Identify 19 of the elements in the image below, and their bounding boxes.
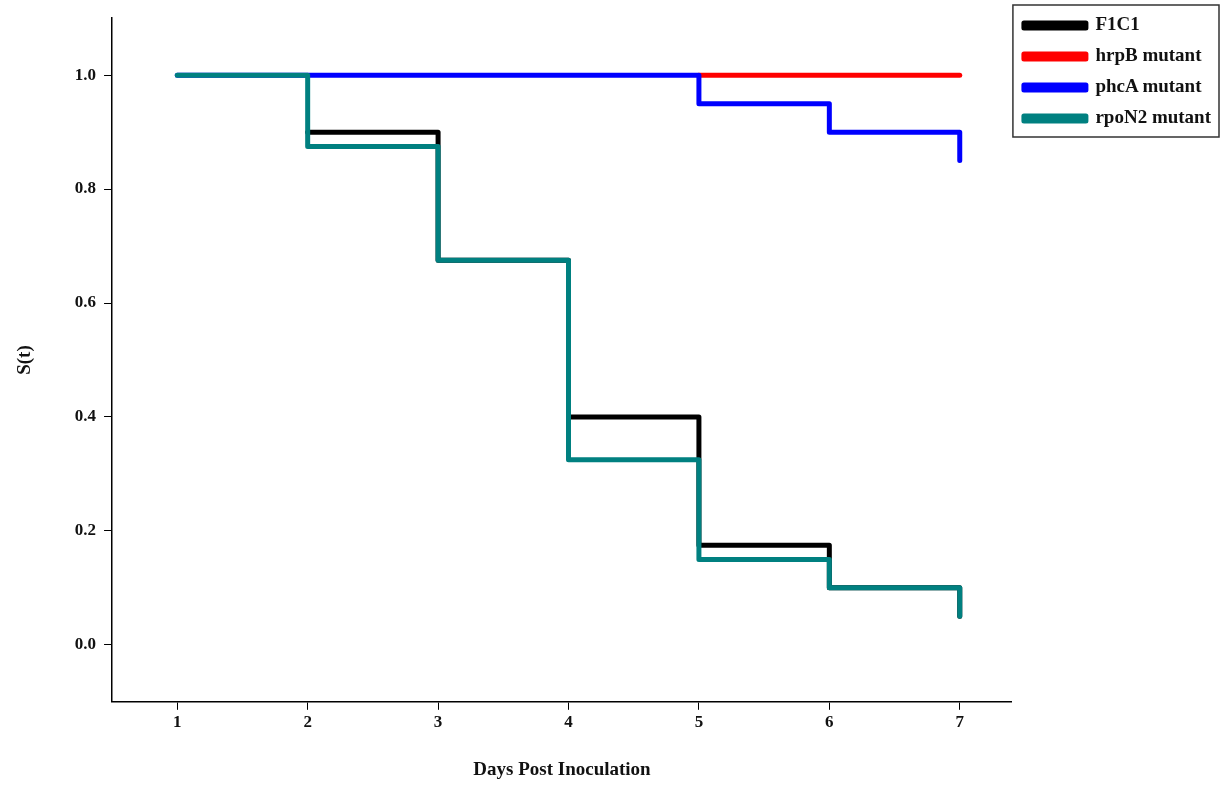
x-tick-label: 4 xyxy=(564,712,574,732)
x-tick-label: 3 xyxy=(433,712,443,732)
legend-label: rpoN2 mutant xyxy=(1095,106,1212,128)
legend-label: F1C1 xyxy=(1095,13,1140,35)
y-tick-label: 0.6 xyxy=(74,292,97,312)
y-tick-label: 0.4 xyxy=(74,406,97,426)
x-tick-label: 6 xyxy=(825,712,834,732)
legend-label: hrpB mutant xyxy=(1095,44,1203,66)
x-axis-title: Days Post Inoculation xyxy=(473,757,652,779)
x-tick-label: 7 xyxy=(955,712,965,732)
x-tick-label: 1 xyxy=(173,712,182,732)
y-tick-label: 0.0 xyxy=(74,634,97,654)
y-tick-label: 0.2 xyxy=(74,520,97,540)
x-tick-label: 5 xyxy=(694,712,704,732)
y-axis-title: S(t) xyxy=(13,345,36,375)
y-tick-label: 0.8 xyxy=(74,178,97,198)
y-tick-label: 1.0 xyxy=(74,64,97,84)
legend-label: phcA mutant xyxy=(1095,75,1203,97)
x-tick-label: 2 xyxy=(303,712,312,732)
